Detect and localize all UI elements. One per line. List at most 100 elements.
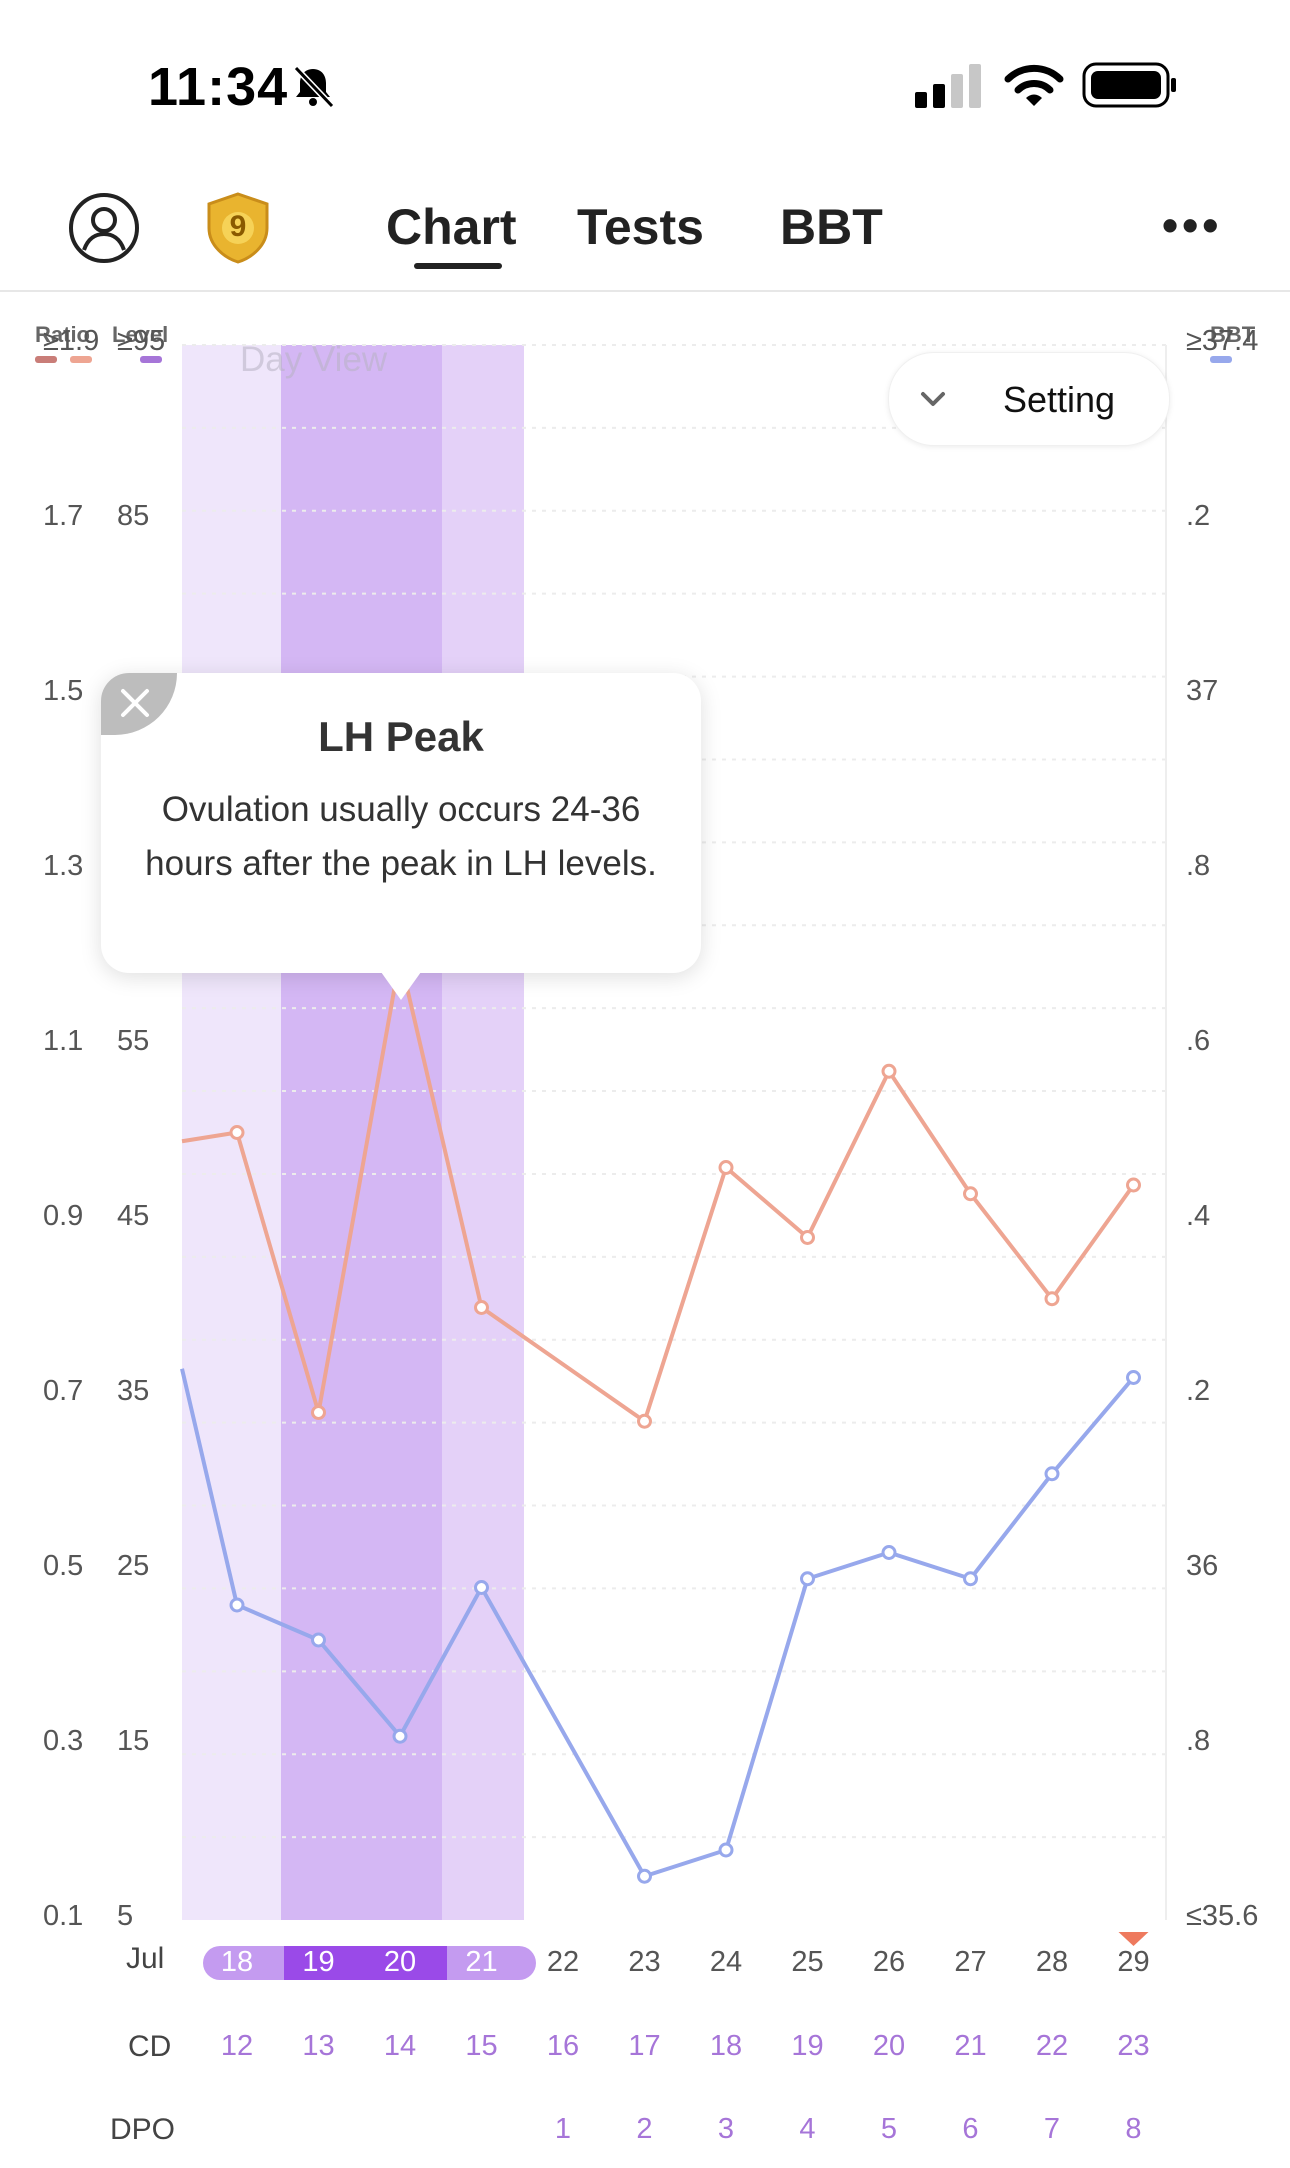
date-label[interactable]: 25 [791,1946,824,1978]
close-icon [121,689,149,717]
profile-icon[interactable] [68,192,140,264]
dpo-label[interactable]: 7 [1043,2113,1061,2145]
cd-row-label: CD [128,2030,172,2063]
ratio-point [963,1186,978,1202]
date-label[interactable]: 28 [1035,1946,1069,1978]
cd-label[interactable]: 21 [954,2030,987,2062]
date-label[interactable]: 19 [302,1946,335,1978]
ratio-tick: 0.7 [43,1375,84,1407]
date-label[interactable]: 29 [1117,1946,1150,1978]
bbt-point [963,1571,978,1587]
date-label[interactable]: 24 [709,1946,743,1978]
date-label[interactable]: 18 [220,1946,254,1978]
tab-bbt[interactable]: BBT [780,199,883,255]
cd-label[interactable]: 20 [872,2030,906,2062]
ratio-legend-swatch-light [70,356,92,363]
dpo-label[interactable]: 3 [717,2113,735,2145]
ratio-tick: 0.5 [43,1550,84,1582]
ratio-tick: 0.9 [43,1200,84,1232]
dpo-label[interactable]: 5 [880,2113,898,2145]
bbt-legend-swatch [1210,356,1232,363]
date-label[interactable]: 26 [872,1946,906,1978]
dpo-label[interactable]: 8 [1125,2113,1142,2145]
tab-chart[interactable]: Chart [386,199,517,255]
cd-label[interactable]: 15 [465,2030,498,2062]
level-badge[interactable]: 9 [205,192,271,264]
month-label: Jul [126,1942,165,1975]
dpo-row-label: DPO [110,2113,176,2146]
ratio-tick: 1.5 [43,675,84,707]
date-label[interactable]: 27 [954,1946,987,1978]
ratio-point [311,1405,326,1420]
date-label[interactable]: 20 [383,1946,417,1978]
bbt-point [637,1868,652,1884]
level-tick: 5 [117,1900,134,1932]
cell-signal-icon [915,64,981,108]
bbt-line [180,1368,1136,1879]
bbt-tick: 37 [1186,675,1219,707]
cd-label[interactable]: 23 [1117,2030,1150,2062]
bbt-point [1044,1466,1060,1482]
date-label[interactable]: 21 [465,1946,498,1978]
day-view-label: Day View [240,340,388,379]
level-tick: ≥95 [117,325,166,357]
bell-muted-icon [293,65,335,109]
bbt-tick: .8 [1186,850,1211,882]
more-menu-button[interactable]: ••• [1162,199,1223,251]
ratio-tick: 1.1 [43,1025,84,1057]
wifi-icon [1004,64,1064,106]
level-legend-label: Level [112,322,169,347]
dpo-label[interactable]: 6 [962,2113,979,2145]
bbt-point [718,1842,734,1858]
bbt-tick: .6 [1186,1025,1211,1057]
bbt-tick: .4 [1186,1200,1211,1232]
date-label[interactable]: 23 [628,1946,661,1978]
cd-label[interactable]: 17 [628,2030,661,2062]
date-chip-peak [284,1946,447,1980]
bbt-tick: .2 [1186,500,1211,532]
level-tick: 55 [117,1025,150,1057]
level-tick: 25 [117,1550,150,1582]
tab-tests[interactable]: Tests [577,199,704,255]
setting-button[interactable]: Setting [888,352,1170,446]
bbt-point [800,1571,815,1587]
bbt-legend-label: BBT [1210,322,1256,347]
ratio-point [474,1300,489,1315]
cd-label[interactable]: 22 [1035,2030,1069,2062]
bbt-point [881,1545,897,1560]
chevron-down-icon [921,392,945,406]
dpo-label[interactable]: 4 [799,2113,816,2145]
top-nav: 9 Chart Tests BBT ••• [0,170,1290,292]
cd-label[interactable]: 16 [546,2030,580,2062]
status-time: 11:34 [148,57,289,117]
bbt-point [311,1632,326,1648]
ratio-line [181,955,1136,1424]
ratio-point [881,1063,897,1079]
cd-label[interactable]: 14 [383,2030,417,2062]
level-legend-swatch [140,356,162,363]
peak-band [281,345,442,1920]
bbt-point [392,1728,408,1744]
dpo-label[interactable]: 2 [636,2113,653,2145]
fertile-band-mid [442,345,524,1920]
cd-label[interactable]: 12 [220,2030,254,2062]
setting-label: Setting [1003,379,1116,420]
cd-label[interactable]: 19 [791,2030,824,2062]
cd-label[interactable]: 13 [302,2030,335,2062]
lh-peak-tooltip: LH Peak Ovulation usually occurs 24-36 h… [101,673,701,973]
tooltip-title: LH Peak [318,713,484,760]
bbt-point [474,1580,489,1595]
badge-number: 9 [229,210,247,243]
date-label[interactable]: 22 [546,1946,580,1978]
bbt-point [1126,1370,1141,1385]
ratio-tick: 1.7 [43,500,84,532]
bbt-tick: ≥37.4 [1186,325,1259,357]
cd-label[interactable]: 18 [709,2030,743,2062]
ratio-tick: 0.1 [43,1900,84,1932]
shield-badge-icon [207,192,269,264]
ratio-tick: 1.3 [43,850,84,882]
bbt-tick: ≤35.6 [1186,1900,1259,1932]
ratio-point [637,1413,652,1429]
dpo-label[interactable]: 1 [554,2113,572,2145]
